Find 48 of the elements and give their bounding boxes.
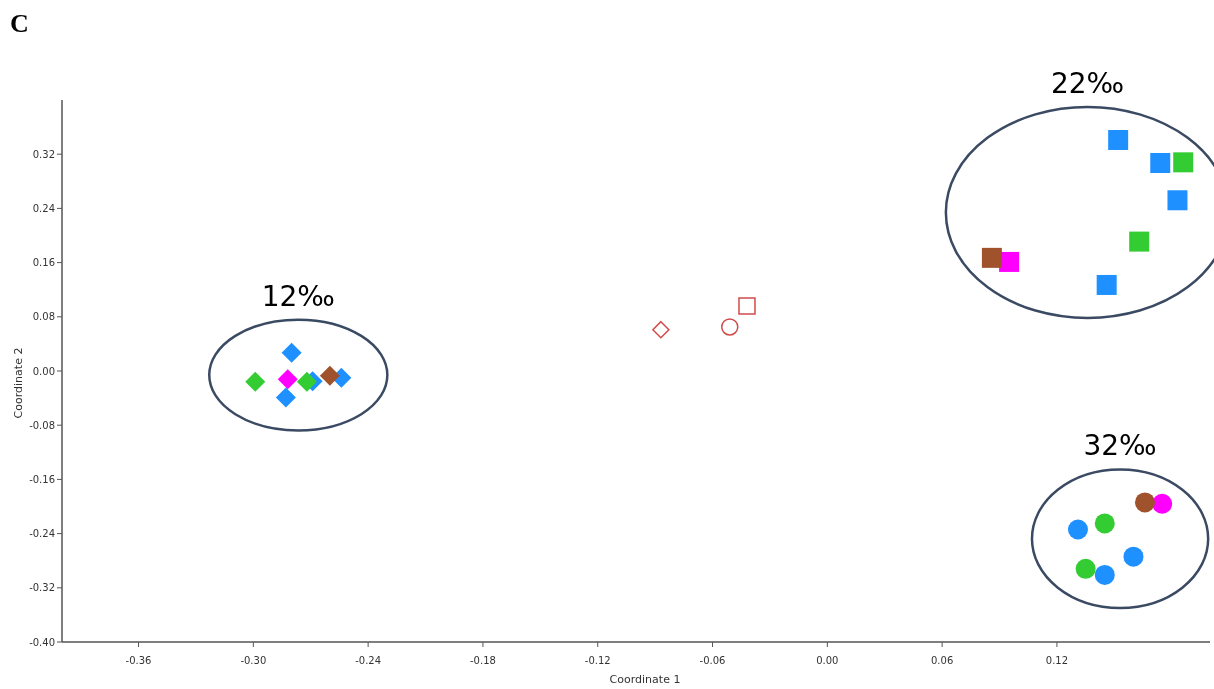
x-tick-label: 0.00 bbox=[816, 655, 839, 666]
y-tick-label: -0.16 bbox=[29, 473, 55, 485]
x-tick-label: -0.30 bbox=[240, 655, 267, 666]
x-axis-title: Coordinate 1 bbox=[609, 673, 681, 686]
point bbox=[1123, 546, 1144, 567]
point bbox=[1067, 519, 1088, 540]
y-tick-label: 0.00 bbox=[32, 365, 55, 377]
point bbox=[1094, 564, 1115, 585]
point bbox=[652, 320, 670, 339]
x-tick-label: 0.06 bbox=[931, 655, 954, 666]
x-tick-label: -0.06 bbox=[699, 655, 726, 666]
point bbox=[281, 342, 302, 363]
y-tick-label: -0.08 bbox=[29, 419, 55, 431]
y-tick-label: 0.16 bbox=[32, 257, 55, 269]
point bbox=[275, 387, 296, 408]
text: 22‰ bbox=[1050, 66, 1125, 100]
point bbox=[1096, 274, 1117, 295]
point bbox=[1108, 129, 1129, 150]
point bbox=[1150, 153, 1171, 174]
x-tick-label: -0.12 bbox=[584, 655, 611, 666]
point bbox=[319, 365, 340, 386]
point bbox=[1152, 493, 1173, 514]
annotation: 32‰ bbox=[1083, 429, 1157, 463]
x-tick-label: -0.36 bbox=[125, 655, 152, 666]
y-tick-label: -0.32 bbox=[29, 582, 55, 594]
annotation: 12‰ bbox=[261, 279, 335, 313]
point bbox=[721, 318, 739, 336]
point bbox=[245, 371, 266, 392]
point bbox=[277, 369, 298, 390]
y-tick-label: -0.24 bbox=[29, 528, 55, 540]
x-tick-label: 0.12 bbox=[1045, 655, 1069, 666]
point bbox=[1075, 558, 1096, 579]
point bbox=[738, 297, 756, 315]
point bbox=[1173, 152, 1194, 173]
x-tick-label: -0.18 bbox=[470, 655, 496, 666]
y-axis-title: Coordinate 2 bbox=[12, 347, 25, 419]
point bbox=[1094, 513, 1115, 534]
point bbox=[296, 371, 317, 392]
point bbox=[1134, 492, 1155, 513]
y-tick-label: -0.40 bbox=[29, 636, 55, 648]
chart-title: C bbox=[10, 9, 29, 38]
y-tick-label: 0.24 bbox=[32, 202, 55, 214]
point bbox=[1129, 231, 1150, 252]
y-tick-label: 0.08 bbox=[32, 311, 55, 323]
x-tick-label: -0.24 bbox=[355, 655, 382, 666]
point bbox=[981, 247, 1002, 268]
y-tick-label: 0.32 bbox=[32, 148, 55, 160]
point bbox=[1167, 190, 1188, 211]
